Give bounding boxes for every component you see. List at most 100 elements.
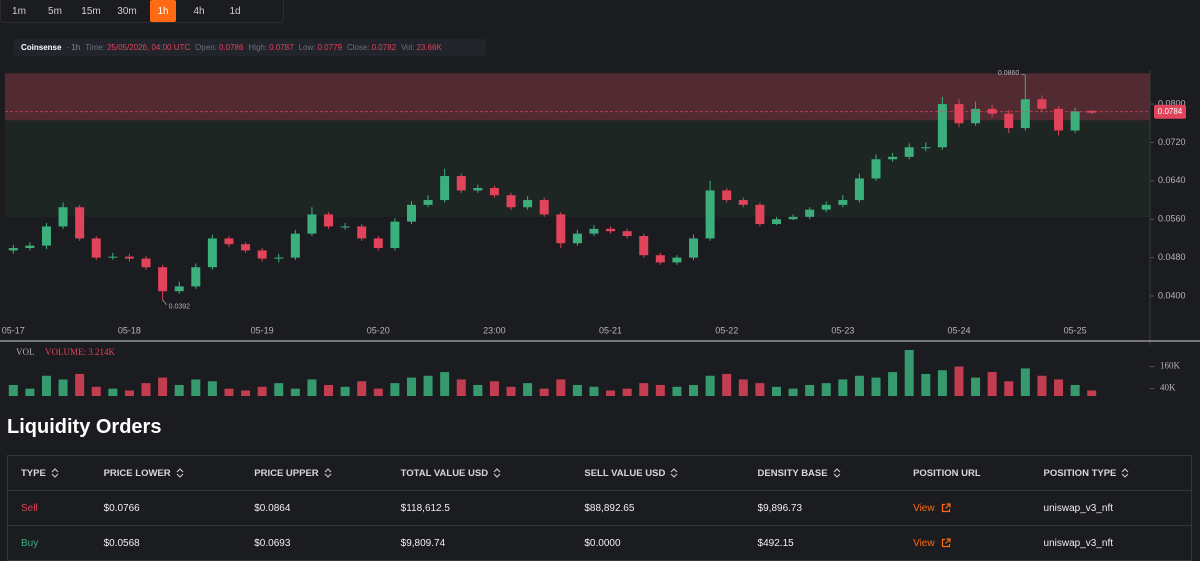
sort-icon[interactable] [176,468,184,478]
sort-icon[interactable] [670,468,678,478]
column-label: POSITION TYPE [1043,467,1117,479]
candle-body [390,221,400,249]
volume-bar [805,384,815,396]
timeframe-button[interactable]: 1m [12,6,26,17]
position-link[interactable]: View [913,502,935,514]
volume-bar [8,384,18,396]
volume-bar [838,379,848,396]
x-tick-label: 05-24 [947,325,970,335]
sort-icon[interactable] [1121,468,1129,478]
info-label: High: [248,43,268,52]
volume-bar [158,377,168,396]
volume-bar [523,383,533,396]
table-cell: View [900,525,1031,561]
timeframe-button[interactable]: 30m [117,6,137,17]
sort-icon[interactable] [324,468,332,478]
volume-bar [141,383,151,396]
candle-body [589,228,599,234]
volume-bar [489,381,499,396]
sort-icon[interactable] [51,468,59,478]
order-type: Buy [21,537,39,549]
external-link-icon[interactable] [941,503,951,513]
cell-text: $0.0568 [103,537,140,549]
column-header[interactable]: POSITION TYPE [1030,455,1192,491]
candle-body [473,188,483,191]
external-link-icon[interactable] [941,538,951,548]
timeframe-button[interactable]: 1d [229,6,241,17]
timeframe-button[interactable]: 4h [193,6,205,17]
candle-body [174,286,184,292]
cell-text: $492.15 [757,537,794,549]
timeframe-toolbar: 1m 5m 15m 30m 1h 4h 1d [0,0,284,23]
candle-body [921,147,931,149]
table-cell: Sell [6,490,91,526]
y-tick-label: 0.0800 [1158,98,1186,108]
cell-text: uniswap_v3_nft [1043,537,1114,549]
current-price-label: 0.0784 [1158,107,1183,116]
volume-bar [207,381,217,396]
info-label: Vol: [401,43,415,52]
column-label: TOTAL VALUE USD [400,467,489,479]
volume-bar [854,375,864,396]
candle-body [91,238,101,258]
candle-body [987,108,997,114]
volume-bar [257,386,267,396]
position-link[interactable]: View [913,537,935,549]
volume-bar [373,388,383,396]
table-row: Sell $0.0766 $0.0864 $118,612.5 $88,892.65 $9… [6,490,1192,526]
volume-bar [241,390,251,396]
candle-body [58,207,68,227]
candle-body [572,233,582,244]
timeframe-button[interactable]: 15m [81,6,101,17]
volume-bar [672,386,682,396]
candle-body [274,257,284,259]
candle-body [207,238,217,268]
volume-bar [639,383,649,396]
candle-body [771,219,781,225]
volume-bar [191,379,201,396]
column-header[interactable]: TOTAL VALUE USD [387,455,572,491]
volume-bar [937,370,947,396]
table-cell: uniswap_v3_nft [1030,525,1192,561]
candle-body [838,200,848,205]
timeframe-button[interactable]: 1h [150,0,176,22]
column-header[interactable]: PRICE UPPER [241,455,388,491]
volume-bar [224,388,234,396]
sort-icon[interactable] [493,468,501,478]
cell-text: $0.0693 [254,537,291,549]
table-cell: $0.0568 [90,525,242,561]
volume-bar [987,372,997,396]
table-cell: $9,809.74 [387,525,572,561]
volume-bar [1004,381,1014,396]
column-header[interactable]: SELL VALUE USD [571,455,745,491]
sort-icon[interactable] [833,468,841,478]
column-header[interactable]: DENSITY BASE [744,455,901,491]
volume-bar [556,379,566,396]
volume-bar [307,379,317,396]
column-header[interactable]: PRICE LOWER [90,455,242,491]
table-cell: Buy [6,525,91,561]
volume-title: VOL [16,347,35,357]
cell-text: $0.0000 [584,537,621,549]
info-value: 25/05/2026, 04:00 UTC [106,43,191,52]
order-type: Sell [21,502,38,514]
candle-body [1004,113,1014,129]
candle-body [556,214,566,244]
info-value: 0.0779 [317,43,342,52]
volume-bar [871,377,881,396]
column-label: PRICE LOWER [103,467,171,479]
volume-bar [290,388,300,396]
volume-bar [954,366,964,396]
timeframe-button[interactable]: 5m [48,6,62,17]
candle-body [191,267,201,287]
volume-bar [622,388,632,396]
candle-body [257,250,267,259]
candle-body [655,255,665,263]
annotation-label: 0.0392 [169,304,191,311]
candle-body [871,159,881,179]
volume-bar [58,379,68,396]
candle-body [639,236,649,256]
candle-body [539,200,549,215]
column-header[interactable]: TYPE [6,455,91,491]
candle-body [755,204,765,225]
